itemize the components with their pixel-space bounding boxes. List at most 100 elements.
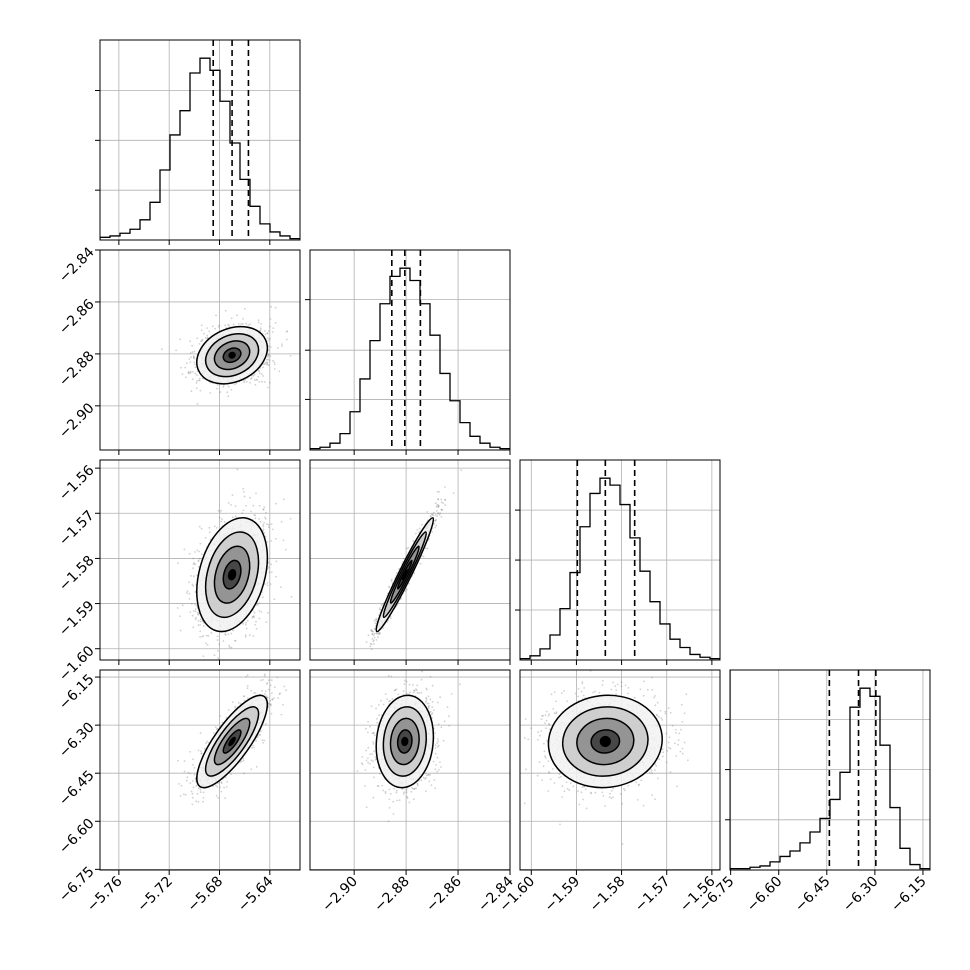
- scatter-point: [200, 662, 202, 664]
- scatter-point: [267, 358, 270, 361]
- scatter-point: [274, 502, 277, 505]
- density-peak: [401, 569, 408, 581]
- scatter-point: [252, 615, 255, 617]
- scatter-point: [240, 323, 243, 325]
- scatter-point: [390, 578, 393, 581]
- scatter-point: [404, 590, 406, 593]
- scatter-point: [431, 513, 433, 516]
- scatter-point: [196, 380, 198, 382]
- scatter-point: [234, 505, 237, 508]
- scatter-point: [192, 355, 195, 357]
- scatter-point: [208, 330, 211, 333]
- scatter-point: [263, 381, 266, 383]
- scatter-point: [245, 621, 248, 624]
- scatter-point: [214, 784, 217, 787]
- scatter-point: [440, 498, 443, 501]
- scatter-point: [280, 520, 283, 523]
- panel-frame: [309, 459, 511, 661]
- scatter-point: [205, 634, 208, 637]
- scatter-point: [247, 324, 250, 326]
- density-peak: [227, 569, 237, 581]
- scatter-point: [234, 639, 237, 642]
- scatter-point: [230, 317, 233, 320]
- scatter-point: [199, 635, 202, 638]
- scatter-point: [371, 633, 374, 635]
- scatter-point: [379, 631, 381, 634]
- scatter-point: [193, 773, 196, 776]
- scatter-point: [218, 516, 221, 519]
- scatter-point: [230, 504, 232, 506]
- scatter-point: [197, 560, 200, 563]
- scatter-point: [220, 663, 222, 665]
- scatter-point: [375, 639, 378, 641]
- scatter-point: [188, 598, 191, 600]
- scatter-panel-3-0: −6.75−6.60−6.45−6.30−6.15−5.76 −5.72 −5.68…: [56, 669, 301, 915]
- scatter-point: [185, 376, 187, 379]
- scatter-point: [218, 324, 221, 327]
- scatter-point: [440, 501, 443, 504]
- scatter-point: [220, 509, 222, 512]
- scatter-point: [434, 502, 437, 505]
- scatter-point: [257, 319, 260, 322]
- scatter-point: [183, 793, 185, 796]
- scatter-point: [200, 340, 202, 343]
- scatter-point: [215, 527, 218, 529]
- scatter-point: [270, 523, 273, 525]
- scatter-point: [180, 366, 182, 369]
- scatter-point: [408, 582, 410, 585]
- scatter-point: [207, 634, 210, 637]
- scatter-point: [194, 590, 197, 593]
- scatter-point: [242, 509, 245, 512]
- scatter-point: [188, 358, 191, 360]
- scatter-point: [264, 362, 267, 365]
- y-tick-label: −2.88: [56, 348, 98, 390]
- scatter-point: [437, 504, 440, 507]
- scatter-point: [426, 547, 429, 550]
- scatter-point: [364, 661, 366, 663]
- scatter-point: [200, 750, 202, 752]
- scatter-point: [258, 380, 261, 383]
- scatter-point: [190, 575, 192, 577]
- scatter-point: [252, 744, 254, 747]
- scatter-point: [232, 629, 235, 632]
- scatter-point: [206, 740, 208, 743]
- scatter-point: [255, 378, 258, 381]
- scatter-point: [267, 523, 270, 526]
- scatter-point: [416, 529, 419, 531]
- scatter-point: [255, 620, 257, 623]
- scatter-point: [230, 646, 233, 649]
- panel-frame: [309, 249, 511, 451]
- scatter-point: [190, 356, 192, 359]
- scatter-point: [241, 512, 244, 515]
- scatter-point: [258, 734, 261, 736]
- scatter-point: [243, 381, 246, 384]
- scatter-point: [187, 371, 190, 374]
- y-tick-label: −1.56: [56, 462, 98, 504]
- scatter-point: [434, 526, 437, 529]
- scatter-point: [258, 610, 261, 612]
- scatter-point: [262, 596, 264, 599]
- scatter-point: [258, 602, 261, 604]
- scatter-point: [257, 375, 260, 378]
- scatter-point: [432, 511, 435, 514]
- scatter-point: [222, 640, 225, 642]
- scatter-point: [249, 496, 251, 499]
- scatter-point: [390, 580, 393, 582]
- scatter-point: [243, 495, 246, 498]
- scatter-point: [194, 610, 197, 613]
- scatter-point: [224, 324, 227, 327]
- scatter-point: [289, 354, 292, 357]
- scatter-point: [230, 632, 233, 635]
- scatter-panel-1-0: −2.90−2.88−2.86−2.84: [56, 244, 301, 455]
- scatter-point: [274, 306, 277, 309]
- scatter-point: [444, 486, 446, 488]
- scatter-point: [227, 323, 230, 326]
- scatter-point: [227, 633, 230, 636]
- scatter-point: [373, 636, 376, 639]
- scatter-point: [375, 632, 378, 635]
- histogram-step-line: [100, 57, 300, 240]
- scatter-point: [278, 370, 281, 373]
- panel-frame: [99, 249, 301, 451]
- scatter-point: [252, 504, 255, 507]
- scatter-point: [258, 372, 261, 375]
